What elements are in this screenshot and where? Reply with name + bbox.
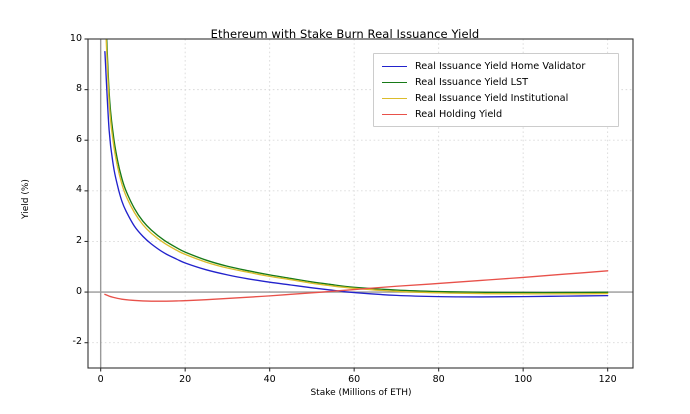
x-tick-label: 40 (263, 374, 276, 385)
legend-item-label: Real Issuance Yield Home Validator (415, 60, 586, 72)
y-tick-label: 4 (75, 184, 82, 196)
legend-color-swatch (382, 81, 407, 83)
x-tick-label: 20 (179, 374, 192, 385)
x-tick-label: 120 (598, 374, 617, 385)
legend-color-swatch (382, 97, 407, 99)
x-tick-label: 0 (97, 374, 104, 385)
legend-item[interactable]: Real Issuance Yield LST (374, 74, 618, 90)
y-tick-label: 6 (75, 133, 82, 145)
legend-item-label: Real Holding Yield (415, 108, 503, 120)
y-tick-label: 10 (69, 32, 82, 44)
legend-item-label: Real Issuance Yield Institutional (415, 92, 569, 104)
y-tick-label: 2 (75, 234, 82, 246)
legend-item[interactable]: Real Issuance Yield Institutional (374, 90, 618, 106)
y-tick-label: 8 (75, 83, 82, 95)
y-tick-label: 0 (75, 285, 82, 297)
x-tick-label: 100 (514, 374, 533, 385)
legend-item[interactable]: Real Issuance Yield Home Validator (374, 58, 618, 74)
legend-item[interactable]: Real Holding Yield (374, 106, 618, 122)
legend-item-label: Real Issuance Yield LST (415, 76, 529, 88)
x-tick-label: 60 (348, 374, 361, 385)
chart-title: Ethereum with Stake Burn Real Issuance Y… (210, 27, 480, 41)
chart-legend: Real Issuance Yield Home Validator Real I… (373, 53, 619, 127)
legend-color-swatch (382, 113, 407, 115)
x-axis-label: Stake (Millions of ETH) (310, 388, 412, 398)
x-tick-label: 80 (432, 374, 445, 385)
y-tick-label: -2 (72, 336, 82, 348)
legend-color-swatch (382, 65, 407, 67)
